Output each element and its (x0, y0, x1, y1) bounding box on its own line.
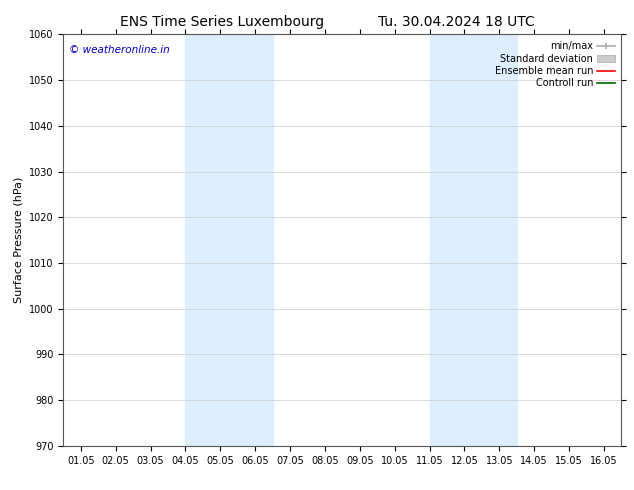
Text: © weatheronline.in: © weatheronline.in (69, 45, 170, 54)
Y-axis label: Surface Pressure (hPa): Surface Pressure (hPa) (13, 177, 23, 303)
Text: Tu. 30.04.2024 18 UTC: Tu. 30.04.2024 18 UTC (378, 15, 535, 29)
Bar (185, 34, 273, 446)
Text: ENS Time Series Luxembourg: ENS Time Series Luxembourg (120, 15, 324, 29)
Bar (429, 34, 517, 446)
Legend: min/max, Standard deviation, Ensemble mean run, Controll run: min/max, Standard deviation, Ensemble me… (493, 39, 616, 90)
